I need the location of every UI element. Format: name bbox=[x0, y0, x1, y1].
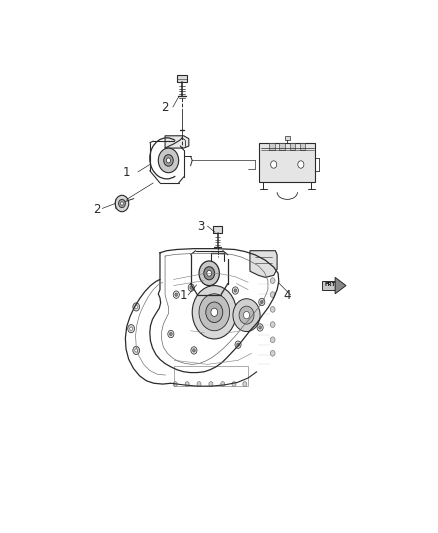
Bar bbox=[285, 135, 290, 140]
Circle shape bbox=[197, 382, 201, 386]
Bar bbox=[300, 143, 305, 150]
Polygon shape bbox=[335, 277, 346, 294]
Circle shape bbox=[270, 278, 275, 284]
Text: 3: 3 bbox=[197, 220, 205, 232]
Circle shape bbox=[257, 324, 263, 331]
Circle shape bbox=[237, 343, 240, 346]
Circle shape bbox=[261, 301, 263, 304]
Circle shape bbox=[166, 158, 170, 163]
Circle shape bbox=[120, 202, 124, 205]
Polygon shape bbox=[165, 136, 189, 148]
Circle shape bbox=[130, 327, 132, 330]
Circle shape bbox=[270, 306, 275, 312]
Circle shape bbox=[188, 284, 194, 292]
Bar bbox=[322, 281, 335, 290]
Circle shape bbox=[244, 311, 250, 319]
Circle shape bbox=[191, 347, 197, 354]
Polygon shape bbox=[250, 251, 277, 277]
Circle shape bbox=[164, 155, 173, 166]
Circle shape bbox=[232, 287, 238, 294]
Circle shape bbox=[199, 261, 219, 286]
Circle shape bbox=[233, 298, 260, 332]
Text: 2: 2 bbox=[93, 203, 101, 216]
Circle shape bbox=[298, 161, 304, 168]
Text: 1: 1 bbox=[180, 289, 187, 302]
FancyBboxPatch shape bbox=[259, 143, 315, 182]
Circle shape bbox=[270, 350, 275, 356]
Circle shape bbox=[158, 148, 179, 173]
Circle shape bbox=[270, 322, 275, 327]
Circle shape bbox=[221, 382, 225, 386]
Circle shape bbox=[173, 382, 177, 386]
Circle shape bbox=[115, 195, 129, 212]
Circle shape bbox=[173, 291, 179, 298]
Circle shape bbox=[235, 341, 241, 349]
Bar bbox=[290, 143, 295, 150]
Circle shape bbox=[211, 308, 218, 317]
Bar bbox=[213, 227, 222, 233]
Circle shape bbox=[135, 305, 138, 309]
Circle shape bbox=[168, 330, 174, 338]
Text: FRT: FRT bbox=[324, 282, 336, 287]
Circle shape bbox=[192, 286, 237, 339]
Circle shape bbox=[209, 382, 213, 386]
Circle shape bbox=[243, 382, 247, 386]
Bar bbox=[279, 143, 285, 150]
Circle shape bbox=[133, 303, 140, 311]
Bar bbox=[269, 143, 275, 150]
Circle shape bbox=[271, 161, 277, 168]
Circle shape bbox=[239, 306, 254, 324]
Circle shape bbox=[185, 382, 189, 386]
Circle shape bbox=[206, 302, 223, 322]
Circle shape bbox=[128, 325, 134, 333]
Circle shape bbox=[199, 294, 230, 330]
Circle shape bbox=[170, 333, 172, 336]
Circle shape bbox=[204, 266, 215, 280]
Bar bbox=[177, 75, 187, 83]
Circle shape bbox=[232, 382, 236, 386]
Text: 1: 1 bbox=[122, 166, 130, 179]
Circle shape bbox=[175, 293, 178, 296]
Circle shape bbox=[135, 349, 138, 352]
Circle shape bbox=[207, 270, 212, 276]
Circle shape bbox=[193, 349, 195, 352]
Circle shape bbox=[234, 289, 237, 292]
Text: 4: 4 bbox=[283, 289, 291, 302]
Circle shape bbox=[190, 286, 193, 289]
Circle shape bbox=[119, 199, 125, 207]
Text: 2: 2 bbox=[161, 101, 169, 114]
Circle shape bbox=[270, 337, 275, 343]
Circle shape bbox=[133, 346, 140, 354]
Circle shape bbox=[270, 292, 275, 297]
Circle shape bbox=[259, 326, 261, 329]
Circle shape bbox=[259, 298, 265, 306]
